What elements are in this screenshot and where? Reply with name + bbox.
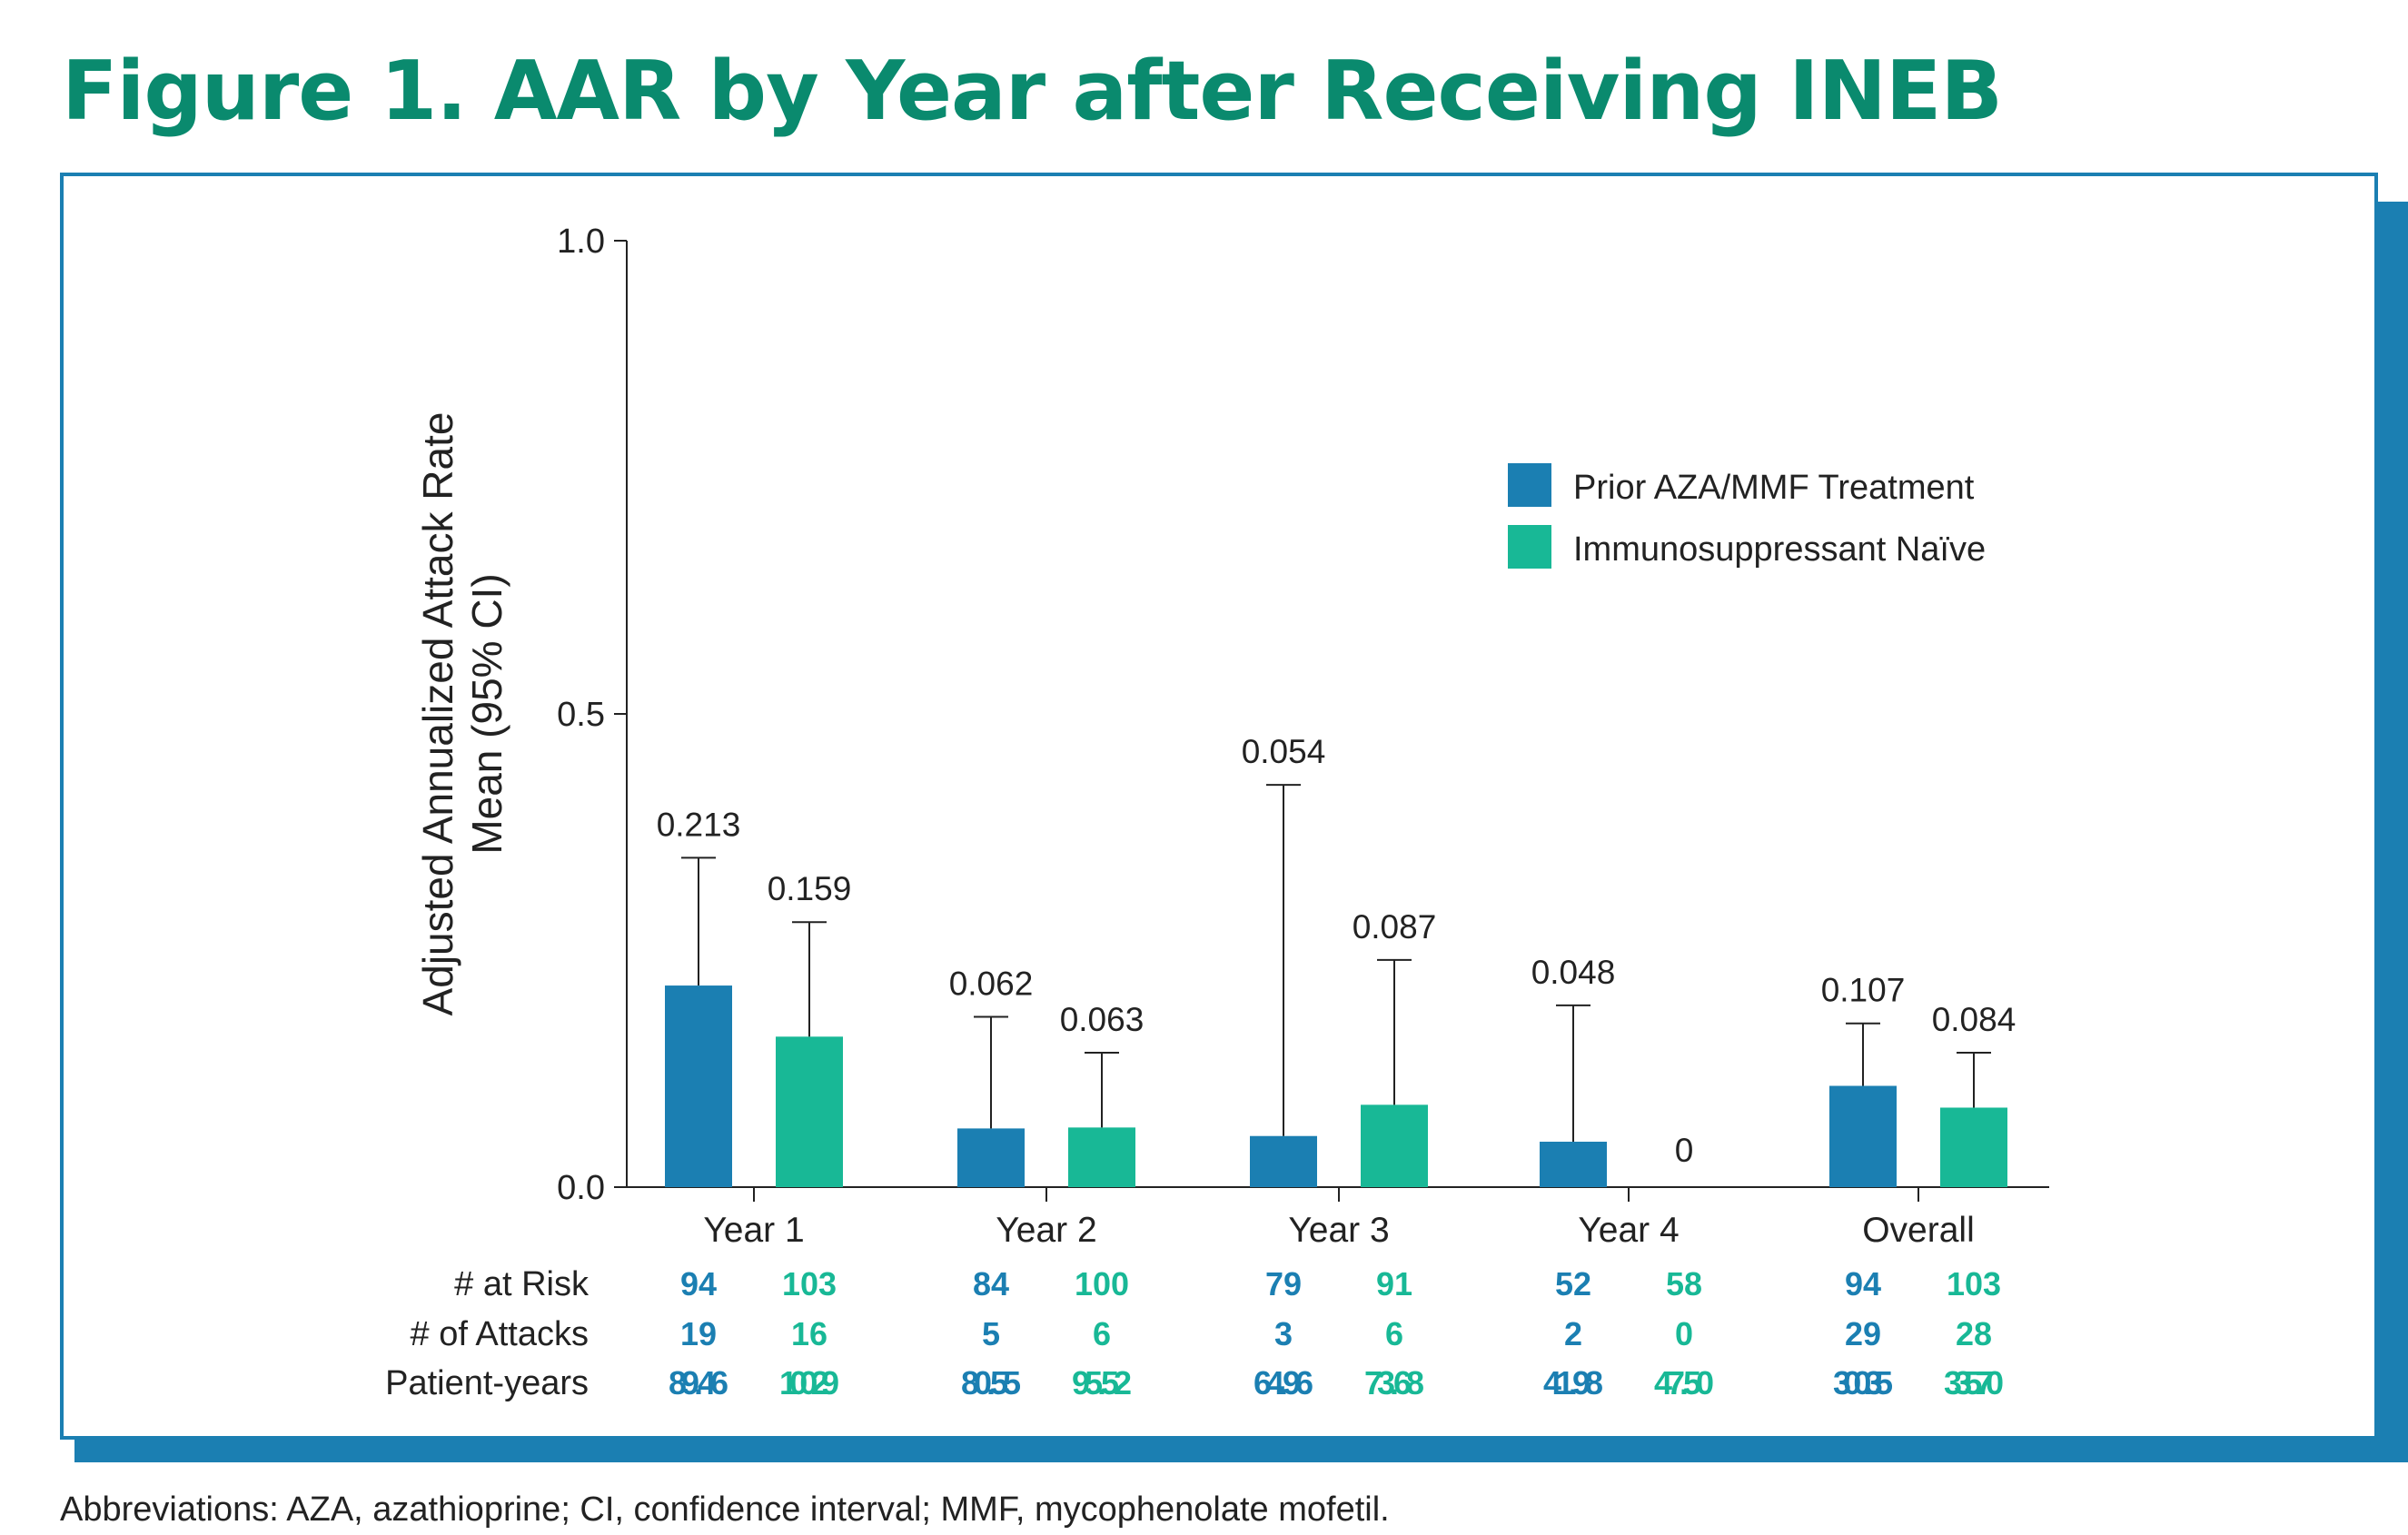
bar-value-label: 0.062 — [949, 965, 1034, 1002]
x-category-label: Year 1 — [703, 1211, 804, 1250]
bar-value-label: 0.063 — [1060, 1001, 1145, 1038]
chart-panel — [60, 173, 2378, 1440]
table-cell: 80.55 — [961, 1364, 1021, 1401]
table-row-label: # at Risk — [454, 1265, 590, 1303]
bar-value-label: 0.054 — [1242, 733, 1326, 770]
bar-prior-aza-mmf — [957, 1128, 1025, 1187]
bar-value-label: 0.087 — [1353, 908, 1437, 946]
table-cell: 29 — [1845, 1315, 1881, 1352]
bar-value-label: 0.213 — [657, 806, 741, 843]
table-cell: 79 — [1265, 1265, 1302, 1302]
table-cell: 58 — [1666, 1265, 1702, 1302]
table-cell: 47.50 — [1654, 1364, 1714, 1401]
legend-label: Prior AZA/MMF Treatment — [1573, 469, 1975, 507]
bar-value-label: 0 — [1675, 1132, 1694, 1169]
y-tick-label: 0.0 — [557, 1169, 605, 1207]
y-tick-label: 1.0 — [557, 223, 605, 261]
table-cell: 6 — [1093, 1315, 1111, 1352]
table-cell: 73.68 — [1364, 1364, 1424, 1401]
bar-immunosuppressant-naive — [776, 1036, 843, 1187]
table-cell: 41.98 — [1543, 1364, 1603, 1401]
bar-immunosuppressant-naive — [1068, 1127, 1135, 1187]
legend-swatch — [1508, 525, 1551, 569]
legend-label: Immunosuppressant Naïve — [1573, 530, 1986, 569]
table-cell: 3 — [1274, 1315, 1293, 1352]
y-axis-title: Adjusted Annualized Attack Rate — [414, 412, 461, 1016]
abbreviations-footnote: Abbreviations: AZA, azathioprine; CI, co… — [60, 1490, 1390, 1529]
table-cell: 103 — [1947, 1265, 2001, 1302]
table-cell: 6 — [1385, 1315, 1403, 1352]
table-cell: 91 — [1376, 1265, 1412, 1302]
bar-immunosuppressant-naive — [1361, 1104, 1428, 1187]
table-cell: 300.35 — [1833, 1364, 1893, 1401]
x-category-label: Year 3 — [1288, 1211, 1389, 1250]
table-row-label: Patient-years — [385, 1364, 589, 1402]
table-cell: 84 — [973, 1265, 1009, 1302]
table-cell: 0 — [1675, 1315, 1693, 1352]
table-cell: 89.46 — [669, 1364, 728, 1401]
table-cell: 5 — [982, 1315, 1000, 1352]
table-cell: 64.96 — [1254, 1364, 1313, 1401]
y-axis-subtitle: Mean (95% CI) — [463, 573, 510, 854]
x-category-label: Year 2 — [996, 1211, 1096, 1250]
table-cell: 95.52 — [1072, 1364, 1132, 1401]
bar-value-label: 0.084 — [1932, 1001, 2017, 1038]
bar-value-label: 0.107 — [1821, 972, 1906, 1009]
table-cell: 94 — [1845, 1265, 1881, 1302]
x-category-label: Year 4 — [1578, 1211, 1679, 1250]
table-cell: 28 — [1956, 1315, 1992, 1352]
bar-immunosuppressant-naive — [1940, 1107, 2007, 1187]
bar-prior-aza-mmf — [1540, 1141, 1607, 1187]
y-tick-label: 0.5 — [557, 696, 605, 734]
table-cell: 100.29 — [779, 1364, 839, 1401]
table-cell: 2 — [1564, 1315, 1582, 1352]
table-cell: 94 — [680, 1265, 717, 1302]
table-cell: 19 — [680, 1315, 717, 1352]
table-row-label: # of Attacks — [411, 1315, 589, 1353]
bar-value-label: 0.159 — [768, 870, 852, 907]
figure-title: Figure 1. AAR by Year after Receiving IN… — [62, 44, 2003, 139]
table-cell: 335.70 — [1944, 1364, 2004, 1401]
table-cell: 100 — [1075, 1265, 1129, 1302]
table-cell: 52 — [1555, 1265, 1591, 1302]
legend-swatch — [1508, 463, 1551, 507]
bar-prior-aza-mmf — [1250, 1135, 1317, 1187]
x-category-label: Overall — [1862, 1211, 1975, 1250]
table-cell: 103 — [782, 1265, 837, 1302]
bar-prior-aza-mmf — [1829, 1085, 1897, 1187]
table-cell: 16 — [791, 1315, 827, 1352]
bar-prior-aza-mmf — [665, 985, 732, 1187]
bar-value-label: 0.048 — [1531, 954, 1616, 991]
